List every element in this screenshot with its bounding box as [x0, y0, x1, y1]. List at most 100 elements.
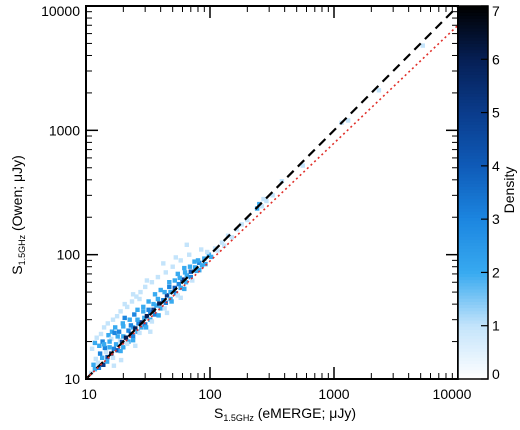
- colorbar-segment: [458, 282, 488, 287]
- density-cell: [98, 331, 104, 337]
- colorbar-segment: [458, 83, 488, 88]
- colorbar-segment: [458, 40, 488, 44]
- density-cell: [97, 351, 103, 356]
- density-cell: [197, 260, 202, 265]
- colorbar-segment: [458, 170, 488, 175]
- density-cell: [270, 193, 275, 198]
- colorbar-segment: [458, 338, 488, 343]
- colorbar-segment: [458, 351, 488, 355]
- density-cell: [170, 264, 175, 269]
- colorbar-segment: [458, 93, 488, 97]
- density-cell: [215, 248, 220, 253]
- density-cell: [111, 346, 117, 351]
- colorbar-segment: [458, 270, 488, 274]
- density-cell: [162, 289, 167, 295]
- density-cell: [152, 312, 158, 317]
- colorbar-segment: [458, 372, 488, 377]
- colorbar-segment: [458, 195, 488, 200]
- density-cell: [115, 334, 120, 339]
- colorbar-segment: [458, 347, 488, 352]
- density-cell: [125, 341, 130, 346]
- density-cell: [89, 346, 95, 351]
- density-cell: [192, 259, 197, 264]
- density-cell: [128, 323, 134, 328]
- colorbar-segment: [458, 341, 488, 346]
- density-cell: [100, 355, 105, 360]
- density-cell: [167, 284, 172, 290]
- fit-line: [85, 24, 459, 380]
- density-cell: [151, 301, 156, 307]
- colorbar-segment: [458, 183, 488, 187]
- colorbar-segment: [458, 12, 488, 16]
- density-cell: [161, 261, 166, 266]
- density-cell: [118, 309, 123, 314]
- colorbar-segment: [458, 37, 488, 41]
- colorbar-segment: [458, 164, 488, 169]
- density-cell: [172, 278, 177, 283]
- density-cell: [106, 333, 111, 338]
- colorbar-tick-label: 1: [492, 318, 500, 334]
- density-cell: [264, 198, 269, 204]
- density-cell: [134, 294, 139, 299]
- density-cell: [122, 301, 127, 307]
- density-cell: [182, 286, 187, 292]
- colorbar-segment: [458, 291, 488, 296]
- density-cell: [93, 356, 98, 362]
- colorbar-segment: [458, 111, 488, 116]
- density-cell: [188, 274, 193, 280]
- density-cell: [300, 163, 305, 168]
- density-cell: [143, 325, 149, 330]
- density-cell: [91, 362, 96, 367]
- colorbar-segment: [458, 161, 488, 166]
- density-cell: [137, 330, 142, 336]
- density-cell: [104, 359, 110, 364]
- colorbar-segment: [458, 260, 488, 265]
- density-cell: [182, 270, 188, 275]
- colorbar-segment: [458, 214, 488, 218]
- colorbar-segment: [458, 251, 488, 256]
- colorbar-segment: [458, 357, 488, 361]
- density-cell: [135, 307, 140, 312]
- density-cell: [116, 329, 122, 334]
- colorbar-segment: [458, 316, 488, 321]
- density-cell: [420, 43, 425, 48]
- colorbar-segment: [458, 136, 488, 141]
- density-cell: [121, 334, 126, 339]
- density-cell: [221, 243, 227, 248]
- density-cell: [142, 315, 147, 321]
- density-cell: [172, 285, 177, 291]
- density-cell: [154, 303, 159, 308]
- density-cell: [113, 342, 119, 347]
- colorbar-segment: [458, 332, 488, 337]
- density-cell: [143, 284, 148, 290]
- density-cell: [111, 363, 117, 368]
- colorbar-segment: [458, 145, 488, 150]
- density-cell: [141, 304, 146, 310]
- colorbar-tick-label: 0: [492, 366, 500, 382]
- density-cell: [126, 339, 131, 344]
- density-cell: [118, 357, 124, 363]
- x-tick-label: 10000: [433, 386, 472, 402]
- density-cell: [121, 324, 126, 329]
- density-cell: [97, 343, 102, 348]
- colorbar-segment: [458, 319, 488, 324]
- colorbar-segment: [458, 354, 488, 358]
- colorbar-segment: [458, 102, 488, 107]
- density-cell: [156, 313, 161, 318]
- density-cell: [199, 263, 205, 268]
- density-cell: [187, 252, 192, 257]
- colorbar-segment: [458, 15, 488, 20]
- colorbar-segment: [458, 298, 488, 302]
- density-cell: [195, 258, 201, 263]
- density-cell: [92, 340, 98, 346]
- density-cell: [183, 280, 189, 285]
- axis-ticks: 10 100 1000 10000 10 100 1000 10000: [41, 3, 472, 402]
- density-cell: [122, 315, 127, 321]
- density-cell: [187, 264, 193, 269]
- colorbar-segment: [458, 313, 488, 318]
- colorbar-tick-label: 6: [492, 51, 500, 67]
- colorbar-segment: [458, 142, 488, 147]
- colorbar-segment: [458, 310, 488, 315]
- density-cell: [173, 255, 178, 260]
